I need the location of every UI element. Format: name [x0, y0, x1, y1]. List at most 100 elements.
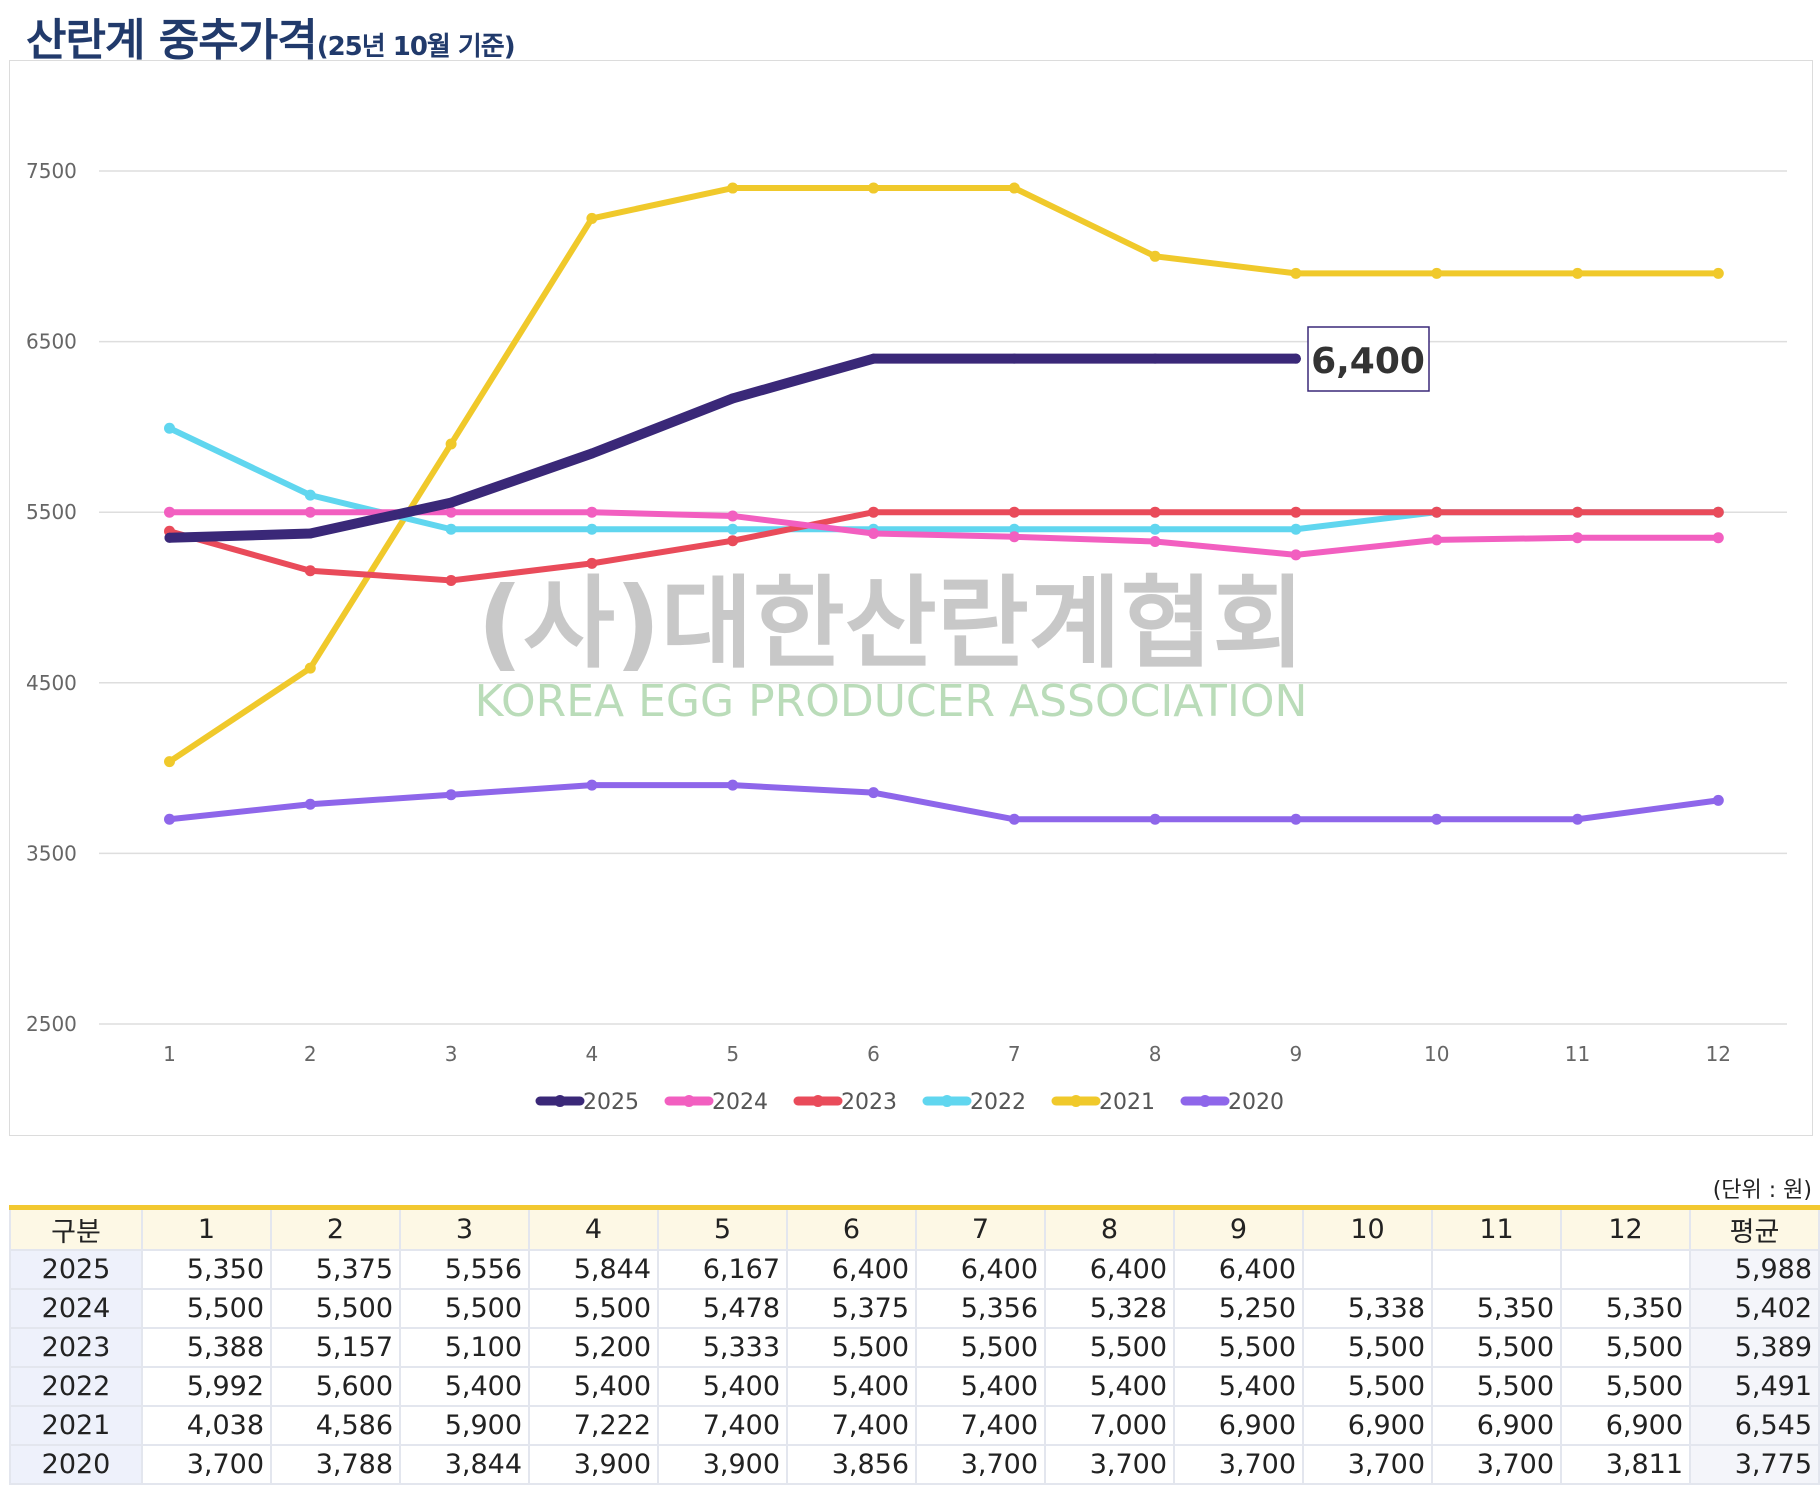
data-point[interactable]: [1008, 531, 1020, 543]
data-point[interactable]: [1290, 813, 1302, 825]
data-point[interactable]: [1431, 534, 1443, 546]
data-point[interactable]: [446, 497, 457, 508]
data-point[interactable]: [1431, 267, 1443, 279]
data-point[interactable]: [868, 528, 879, 540]
x-tick-label: 11: [1565, 1042, 1590, 1066]
table-row: 2021 4,038 4,586 5,900 7,222 7,400 7,400 7,400 7…: [9, 1405, 1820, 1446]
table-cell: 5,500: [141, 1288, 272, 1329]
data-point[interactable]: [1149, 813, 1161, 825]
legend-item-2020[interactable]: 2020: [1180, 1090, 1284, 1115]
data-point[interactable]: [1712, 794, 1724, 806]
data-point[interactable]: [445, 506, 457, 518]
table-cell: 5,400: [657, 1366, 788, 1407]
table-cell: 3,900: [657, 1444, 788, 1485]
table-row: 2024 5,500 5,500 5,500 5,500 5,478 5,375 5,356 5…: [9, 1288, 1820, 1329]
data-point[interactable]: [1290, 523, 1302, 535]
table-cell: 3,700: [1173, 1444, 1304, 1485]
table-cell: 5,250: [1173, 1288, 1304, 1329]
row-year: 2024: [9, 1288, 143, 1329]
data-point[interactable]: [1009, 353, 1020, 364]
data-point[interactable]: [304, 662, 316, 674]
data-point[interactable]: [1008, 506, 1020, 518]
column-header: 7: [915, 1206, 1046, 1251]
data-point[interactable]: [1149, 523, 1161, 535]
table-cell: 7,400: [786, 1405, 917, 1446]
legend-item-2024[interactable]: 2024: [664, 1090, 768, 1115]
data-point[interactable]: [727, 393, 738, 404]
data-point[interactable]: [164, 506, 175, 518]
data-point[interactable]: [1008, 813, 1020, 825]
table-cell: 6,400: [1044, 1249, 1175, 1290]
data-point[interactable]: [727, 510, 739, 522]
legend-item-2021[interactable]: 2021: [1051, 1090, 1155, 1115]
column-header: 평균: [1689, 1206, 1820, 1251]
data-point[interactable]: [1008, 182, 1020, 194]
data-point[interactable]: [586, 523, 598, 535]
data-point[interactable]: [164, 813, 175, 825]
data-point[interactable]: [304, 489, 316, 501]
data-point[interactable]: [1290, 506, 1302, 518]
table-cell: 5,556: [399, 1249, 530, 1290]
data-point[interactable]: [868, 506, 879, 518]
data-point[interactable]: [1712, 267, 1724, 279]
data-point[interactable]: [586, 779, 598, 791]
data-point[interactable]: [1572, 267, 1583, 279]
column-header: 3: [399, 1206, 530, 1251]
column-header: 6: [786, 1206, 917, 1251]
data-point[interactable]: [586, 557, 598, 569]
data-point[interactable]: [1572, 813, 1583, 825]
data-point[interactable]: [164, 532, 175, 543]
data-point[interactable]: [445, 523, 457, 535]
data-point[interactable]: [1712, 532, 1724, 544]
data-point[interactable]: [586, 448, 597, 459]
data-point[interactable]: [1431, 506, 1443, 518]
table-cell: 5,500: [270, 1288, 401, 1329]
data-point[interactable]: [1431, 813, 1443, 825]
data-point[interactable]: [164, 422, 175, 434]
table-cell: 5,988: [1689, 1249, 1820, 1290]
data-point[interactable]: [727, 535, 739, 547]
data-point[interactable]: [1290, 549, 1302, 561]
table-cell: 5,500: [528, 1288, 659, 1329]
data-point[interactable]: [1149, 506, 1161, 518]
column-header: 10: [1302, 1206, 1433, 1251]
data-point[interactable]: [164, 756, 175, 768]
legend-item-2023[interactable]: 2023: [793, 1090, 897, 1115]
table-cell: 5,328: [1044, 1288, 1175, 1329]
callout-label: 6,400: [1311, 341, 1425, 382]
data-point[interactable]: [1290, 353, 1301, 364]
legend-marker: [812, 1095, 824, 1107]
legend-item-2022[interactable]: 2022: [922, 1090, 1026, 1115]
data-point[interactable]: [586, 506, 598, 518]
data-point[interactable]: [1150, 353, 1161, 364]
table-cell: 5,402: [1689, 1288, 1820, 1329]
data-point[interactable]: [304, 565, 316, 577]
data-point[interactable]: [1149, 250, 1161, 262]
data-point[interactable]: [868, 182, 879, 194]
table-cell: 5,900: [399, 1405, 530, 1446]
data-point[interactable]: [1572, 532, 1583, 544]
data-point[interactable]: [304, 798, 316, 810]
data-point[interactable]: [868, 787, 879, 799]
data-point[interactable]: [445, 574, 457, 586]
data-point[interactable]: [727, 182, 739, 194]
data-point[interactable]: [727, 523, 739, 535]
data-point[interactable]: [1712, 506, 1724, 518]
y-tick-label: 3500: [26, 841, 77, 865]
table-cell: 3,700: [915, 1444, 1046, 1485]
data-point[interactable]: [445, 438, 457, 450]
legend-item-2025[interactable]: 2025: [535, 1090, 639, 1115]
legend-marker: [941, 1095, 953, 1107]
column-header: 8: [1044, 1206, 1175, 1251]
data-point[interactable]: [305, 528, 316, 539]
table-cell: 6,400: [786, 1249, 917, 1290]
data-point[interactable]: [868, 353, 879, 364]
x-tick-label: 7: [1008, 1042, 1021, 1066]
data-point[interactable]: [1572, 506, 1583, 518]
data-point[interactable]: [1149, 536, 1161, 548]
data-point[interactable]: [304, 506, 316, 518]
data-point[interactable]: [586, 212, 598, 224]
data-point[interactable]: [1290, 267, 1302, 279]
data-point[interactable]: [727, 779, 739, 791]
data-point[interactable]: [445, 789, 457, 801]
